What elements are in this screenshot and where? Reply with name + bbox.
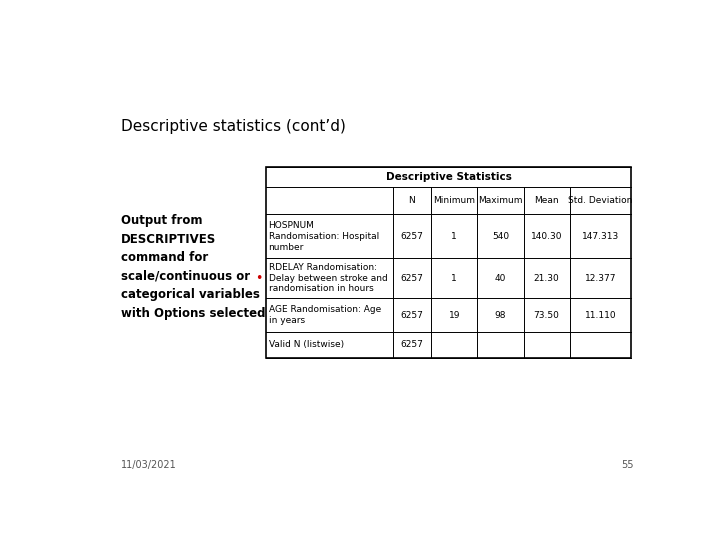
Text: Std. Deviation: Std. Deviation [568, 196, 633, 205]
Text: 6257: 6257 [400, 274, 423, 283]
Text: N: N [408, 196, 415, 205]
Text: 6257: 6257 [400, 232, 423, 241]
Text: 140.30: 140.30 [531, 232, 562, 241]
Text: 19: 19 [449, 310, 460, 320]
Text: Maximum: Maximum [478, 196, 523, 205]
Text: •: • [256, 272, 263, 285]
Text: 73.50: 73.50 [534, 310, 559, 320]
Text: 11.110: 11.110 [585, 310, 616, 320]
Text: 6257: 6257 [400, 310, 423, 320]
Text: 1: 1 [451, 232, 457, 241]
Text: Mean: Mean [534, 196, 559, 205]
Text: 40: 40 [495, 274, 506, 283]
Text: Descriptive Statistics: Descriptive Statistics [386, 172, 511, 181]
Text: Minimum: Minimum [433, 196, 475, 205]
Text: 98: 98 [495, 310, 506, 320]
Text: 540: 540 [492, 232, 509, 241]
Text: Output from
DESCRIPTIVES
command for
scale/continuous or
categorical variables
w: Output from DESCRIPTIVES command for sca… [121, 214, 265, 320]
Text: HOSPNUM
Randomisation: Hospital
number: HOSPNUM Randomisation: Hospital number [269, 221, 379, 252]
Text: Valid N (listwise): Valid N (listwise) [269, 341, 343, 349]
Text: AGE Randomisation: Age
in years: AGE Randomisation: Age in years [269, 305, 381, 325]
Text: 55: 55 [621, 460, 634, 470]
Text: Descriptive statistics (cont’d): Descriptive statistics (cont’d) [121, 119, 346, 134]
Text: RDELAY Randomisation:
Delay between stroke and
randomisation in hours: RDELAY Randomisation: Delay between stro… [269, 263, 387, 294]
Text: 21.30: 21.30 [534, 274, 559, 283]
Text: 147.313: 147.313 [582, 232, 619, 241]
Text: 1: 1 [451, 274, 457, 283]
Text: 12.377: 12.377 [585, 274, 616, 283]
Text: 11/03/2021: 11/03/2021 [121, 460, 176, 470]
Text: 6257: 6257 [400, 341, 423, 349]
